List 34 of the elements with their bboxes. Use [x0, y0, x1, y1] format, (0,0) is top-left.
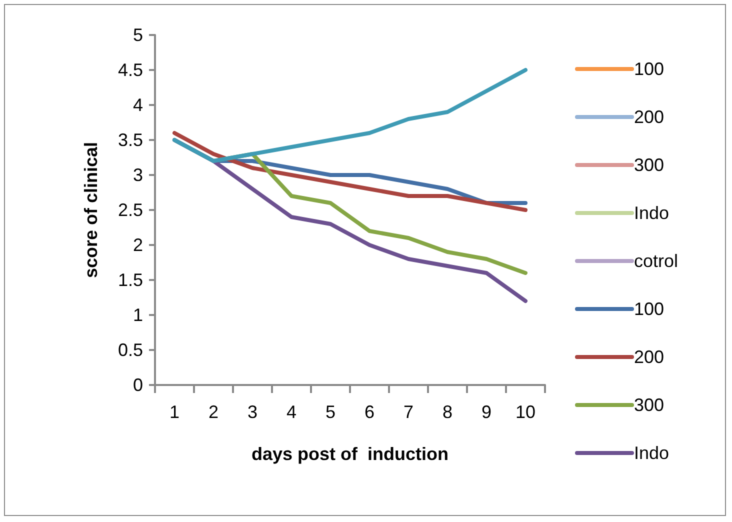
legend-label: cotrol — [634, 251, 678, 271]
y-tick-label: 2 — [132, 235, 143, 255]
x-tick-label: 2 — [208, 402, 219, 422]
y-tick-label: 2.5 — [118, 200, 143, 220]
legend-label: 200 — [634, 107, 664, 127]
y-tick-label: 3.5 — [118, 130, 143, 150]
legend-label: Indo — [634, 203, 670, 223]
x-tick-label: 8 — [442, 402, 453, 422]
x-tick-label: 1 — [169, 402, 180, 422]
y-tick-label: 5 — [132, 25, 143, 45]
line-series — [172, 131, 528, 212]
x-tick-label: 10 — [515, 402, 536, 422]
x-tick-label: 5 — [325, 402, 336, 422]
x-tick-label: 6 — [364, 402, 375, 422]
y-tick-label: 0 — [132, 375, 143, 395]
legend-label: 200 — [634, 347, 664, 367]
y-tick-label: 3 — [132, 165, 143, 185]
y-tick-label: 0.5 — [118, 340, 143, 360]
y-tick-label: 1 — [132, 305, 143, 325]
y-tick-label: 4 — [132, 95, 143, 115]
legend-label: Indo — [634, 443, 670, 463]
x-tick-label: 9 — [481, 402, 492, 422]
x-tick-label: 7 — [403, 402, 414, 422]
y-tick-label: 4.5 — [118, 60, 143, 80]
y-tick-label: 1.5 — [118, 270, 143, 290]
x-axis-title: days post of induction — [252, 444, 448, 464]
legend-label: 300 — [634, 155, 664, 175]
legend-label: 100 — [634, 59, 664, 79]
y-axis-title: score of clinical — [81, 142, 101, 278]
x-tick-label: 3 — [247, 402, 258, 422]
legend-label: 300 — [634, 395, 664, 415]
legend-label: 100 — [634, 299, 664, 319]
x-tick-label: 4 — [286, 402, 297, 422]
line-series — [172, 68, 528, 163]
